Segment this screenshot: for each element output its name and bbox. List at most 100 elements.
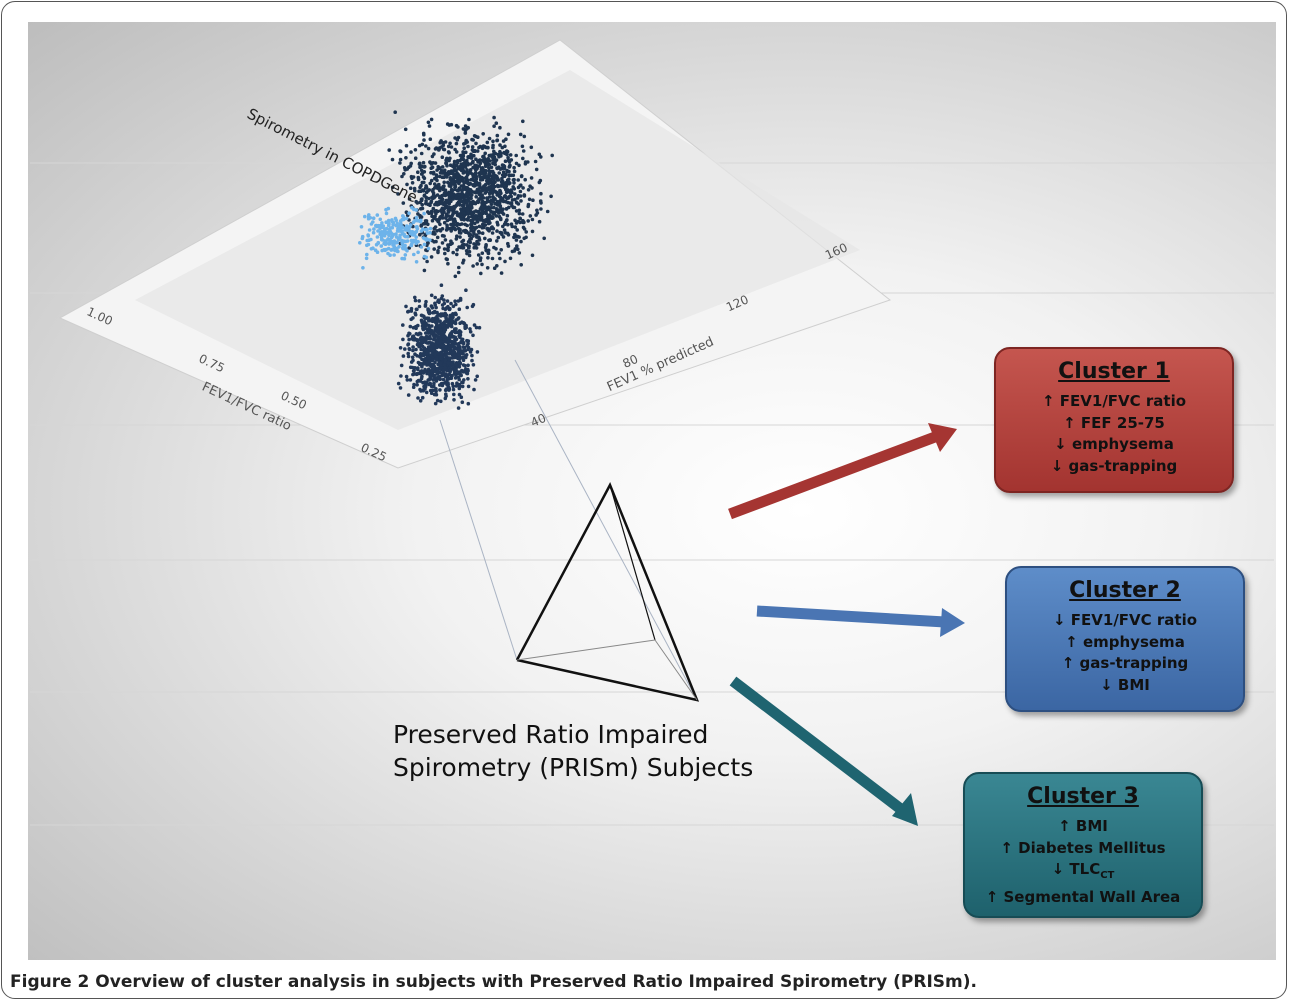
scatter-point (472, 323, 477, 327)
scatter-point (438, 377, 443, 382)
scatter-point (458, 356, 462, 361)
scatter-point (428, 226, 433, 231)
scatter-point (421, 326, 425, 331)
scatter-point (450, 381, 455, 386)
scatter-point (439, 215, 443, 220)
scatter-point (415, 383, 419, 387)
scatter-point (462, 242, 466, 247)
scatter-point (437, 147, 441, 151)
scatter-point (387, 242, 391, 246)
scatter-point (531, 198, 535, 202)
scatter-point (517, 251, 522, 255)
scatter-point (490, 225, 494, 229)
scatter-point (517, 163, 521, 168)
scatter-point (424, 238, 429, 242)
cluster-box: Cluster 1 ↑ FEV1/FVC ratio ↑ FEF 25-75 ↓… (994, 347, 1234, 493)
scatter-point (405, 182, 409, 187)
scatter-point (504, 172, 508, 177)
scatter-point (504, 187, 508, 192)
scatter-point (479, 196, 483, 200)
scatter-point (471, 183, 476, 188)
scatter-point (444, 215, 448, 219)
scatter-point (492, 149, 496, 154)
scatter-point (475, 239, 479, 244)
scatter-point (422, 138, 426, 142)
scatter-point (506, 132, 511, 137)
scatter-point (439, 361, 443, 365)
scatter-point (469, 196, 473, 201)
scatter-point (485, 227, 490, 231)
scatter-point (424, 299, 428, 304)
scatter-point (466, 245, 471, 250)
scatter-point (487, 136, 492, 141)
scatter-point (374, 223, 378, 228)
scatter-point (429, 178, 434, 183)
scatter-point (429, 293, 434, 298)
scatter-point (487, 172, 492, 176)
cluster-item: ↓ TLCCT (965, 859, 1201, 887)
scatter-point (426, 355, 430, 360)
scatter-point (503, 259, 507, 264)
scatter-point (414, 235, 419, 239)
scatter-point (407, 197, 412, 201)
scatter-point (418, 361, 423, 366)
scatter-point (490, 256, 495, 261)
scatter-point (443, 251, 447, 256)
scatter-point (470, 353, 474, 358)
scatter-point (404, 304, 408, 309)
arrows (728, 423, 965, 826)
scatter-point (429, 166, 434, 170)
scatter-point (424, 321, 428, 326)
scatter-point (438, 388, 442, 392)
scatter-point (432, 334, 436, 339)
scatter-point (487, 166, 491, 170)
scatter-point (446, 170, 451, 174)
scatter-point (424, 199, 428, 203)
scatter-point (435, 310, 439, 315)
scatter-point (436, 187, 441, 191)
scatter-point (380, 221, 384, 225)
scatter-point (450, 319, 455, 323)
scatter-point (446, 376, 451, 381)
scatter-point (445, 319, 450, 324)
scatter-point (446, 248, 450, 253)
scatter-point (404, 156, 408, 160)
scatter-point (448, 163, 453, 167)
scatter-point (507, 181, 511, 186)
scatter-point (440, 200, 444, 204)
scatter-point (526, 204, 530, 209)
scatter-point (397, 245, 401, 249)
cluster-item: ↑ FEF 25-75 (1063, 413, 1165, 432)
scatter-point (419, 183, 423, 188)
scatter-point (489, 153, 494, 157)
scatter-point (384, 211, 389, 216)
scatter-point (439, 354, 443, 359)
scatter-point (410, 232, 414, 237)
scatter-point (474, 195, 479, 199)
scatter-point (375, 235, 380, 239)
scatter-point (381, 224, 386, 228)
scatter-point (458, 200, 463, 204)
scatter-point (440, 241, 445, 245)
scatter-point (484, 174, 489, 178)
scatter-point (426, 241, 430, 245)
scatter-point (432, 381, 436, 386)
scatter-point (500, 176, 504, 181)
scatter-point (427, 196, 431, 201)
scatter-point (506, 233, 511, 237)
scatter-point (518, 194, 523, 198)
scatter-point (424, 219, 429, 223)
scatter-point (404, 210, 409, 214)
scatter-point (457, 377, 462, 382)
scatter-point (519, 174, 524, 179)
scatter-point (390, 240, 394, 244)
scatter-point (489, 209, 493, 214)
scatter-point (440, 294, 445, 298)
scatter-point (450, 214, 454, 218)
scatter-point (461, 127, 466, 131)
scatter-point (460, 222, 464, 226)
scatter-point (456, 330, 461, 335)
scatter-point (507, 169, 511, 174)
scatter-point (518, 216, 522, 221)
